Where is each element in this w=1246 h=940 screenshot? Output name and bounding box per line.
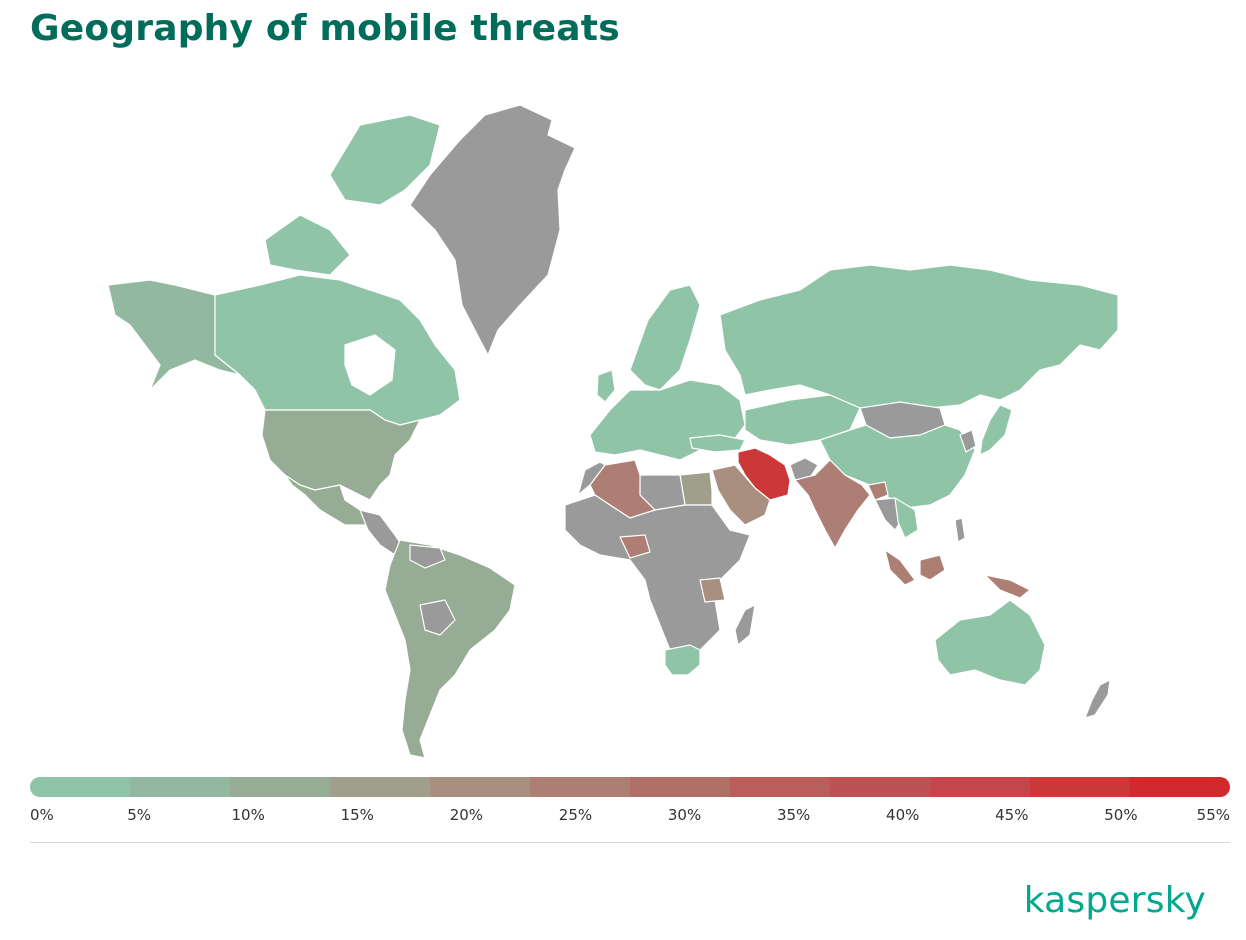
map-region-turkey[interactable]: [689, 434, 746, 453]
legend-label: 35%: [776, 806, 811, 824]
map-region-korea[interactable]: [959, 429, 977, 453]
legend-segment: [930, 777, 1030, 797]
legend-segment: [630, 777, 730, 797]
map-region-bangladesh[interactable]: [867, 481, 889, 501]
legend-segment: [30, 777, 130, 797]
legend-label: 50%: [1104, 806, 1138, 824]
legend-segment: [830, 777, 930, 797]
legend-label: 55%: [1196, 806, 1230, 824]
map-region-nigeria[interactable]: [619, 534, 651, 559]
map-region-japan[interactable]: [979, 404, 1013, 456]
map-region-indonesia[interactable]: [884, 549, 916, 586]
legend-segment: [730, 777, 830, 797]
legend-label: 30%: [667, 806, 702, 824]
legend-label: 15%: [340, 806, 374, 824]
map-region-iran[interactable]: [737, 447, 791, 501]
map-region-vietnam[interactable]: [894, 497, 919, 539]
map-region-south-africa[interactable]: [664, 644, 701, 676]
page-title: Geography of mobile threats: [30, 8, 620, 49]
map-region-south-america[interactable]: [384, 539, 516, 759]
map-region-australia[interactable]: [934, 599, 1046, 686]
legend-segment: [330, 777, 430, 797]
map-region-canada-arctic[interactable]: [329, 114, 441, 206]
map-region-tanzania[interactable]: [699, 577, 726, 603]
legend-label: 10%: [231, 806, 265, 824]
map-region-morocco[interactable]: [577, 461, 606, 496]
legend-label: 20%: [449, 806, 484, 824]
legend-segment: [530, 777, 630, 797]
map-region-india[interactable]: [794, 459, 871, 549]
map-region-africa-central[interactable]: [564, 494, 751, 666]
map-region-china[interactable]: [819, 424, 976, 509]
map-region-bolivia[interactable]: [419, 599, 456, 636]
map-region-egypt[interactable]: [679, 471, 713, 506]
map-region-uk[interactable]: [596, 369, 616, 403]
map-hudson-bay: [344, 334, 396, 396]
legend-color-bar: [30, 777, 1230, 797]
legend-segment: [230, 777, 330, 797]
world-map: [0, 90, 1246, 770]
legend-segment: [130, 777, 230, 797]
legend-segment: [430, 777, 530, 797]
map-region-new-guinea[interactable]: [984, 574, 1031, 599]
map-region-canada[interactable]: [214, 274, 461, 426]
legend-labels: 0% 5% 10% 15% 20% 25% 30% 35% 40% 45% 50% 55%: [30, 806, 1230, 830]
map-region-new-zealand[interactable]: [1084, 679, 1111, 719]
map-region-canada-arctic-2[interactable]: [264, 214, 351, 276]
map-region-borneo[interactable]: [919, 554, 946, 581]
map-region-saudi-arabia[interactable]: [711, 464, 771, 526]
legend-segment: [1130, 777, 1230, 797]
divider: [30, 842, 1230, 843]
map-region-greenland[interactable]: [409, 104, 576, 356]
map-region-alaska[interactable]: [107, 279, 241, 391]
map-region-south-america-nodata[interactable]: [409, 544, 446, 569]
map-region-scandinavia[interactable]: [629, 284, 701, 391]
map-region-philippines[interactable]: [954, 517, 966, 543]
map-region-madagascar[interactable]: [734, 604, 756, 646]
legend-label: 40%: [886, 806, 920, 824]
map-region-afghanistan[interactable]: [789, 457, 819, 481]
legend-label: 5%: [127, 806, 151, 824]
legend: 0% 5% 10% 15% 20% 25% 30% 35% 40% 45% 50% 55%: [30, 777, 1230, 830]
legend-segment: [1030, 777, 1130, 797]
legend-label: 25%: [558, 806, 593, 824]
legend-label: 45%: [995, 806, 1029, 824]
legend-label: 0%: [30, 806, 54, 824]
kaspersky-logo: kaspersky: [1023, 880, 1206, 921]
map-region-russia[interactable]: [719, 264, 1119, 409]
